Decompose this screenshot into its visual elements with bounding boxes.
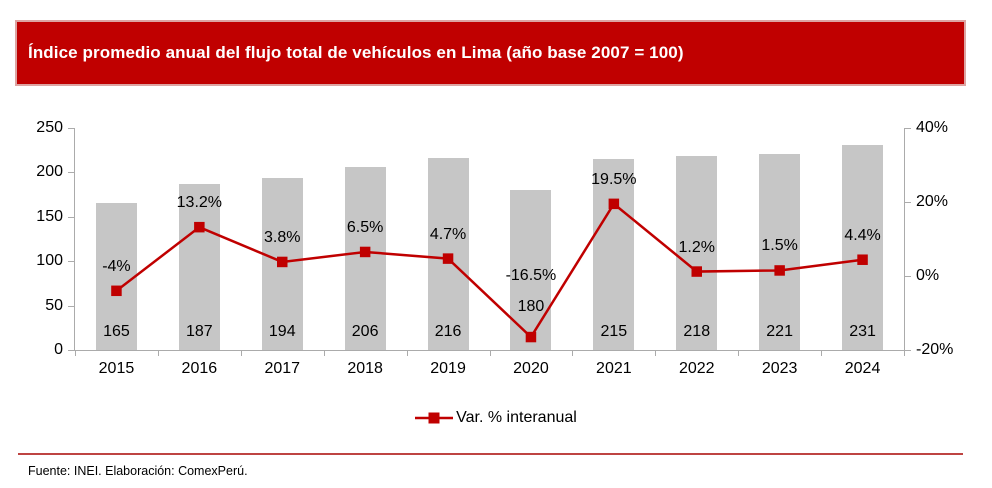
x-axis-label-2024: 2024: [844, 360, 881, 377]
left-axis-tick-label: 250: [36, 119, 63, 136]
bar-value-label-2022: 218: [683, 323, 711, 340]
x-axis-tick: [655, 351, 657, 356]
x-axis-label-2017: 2017: [264, 360, 301, 377]
right-axis-tick: [905, 350, 911, 351]
left-axis-tick-label: 50: [45, 296, 63, 314]
var-pct-label-2021: 19.5%: [591, 170, 637, 188]
x-axis-tick: [240, 351, 242, 356]
legend-label: Var. % interanual: [456, 409, 577, 426]
footer-separator-line: [18, 453, 963, 455]
var-pct-label-2018: 6.5%: [346, 218, 384, 236]
bar-2024: [842, 144, 884, 350]
left-axis-tick-label: 200: [36, 163, 63, 181]
var-pct-label-2016: 13.2%: [176, 194, 223, 212]
x-axis-tick: [489, 351, 491, 356]
x-axis-label-2015: 2015: [98, 360, 135, 377]
left-axis-tick-label: 0: [54, 341, 63, 358]
left-axis-tick: [68, 350, 74, 351]
x-axis-tick: [157, 351, 159, 356]
var-pct-label-2015: -4%: [102, 257, 131, 275]
x-axis-label-2019: 2019: [430, 360, 466, 377]
bar-value-label-2023: 221: [766, 323, 793, 340]
x-axis-tick: [75, 351, 76, 356]
x-axis-tick: [821, 351, 823, 356]
bar-value-label-2016: 187: [185, 323, 213, 340]
x-axis: [74, 350, 905, 351]
left-axis-tick: [68, 261, 74, 263]
x-axis-tick: [738, 351, 740, 356]
x-axis-label-2016: 2016: [181, 360, 218, 377]
source-note: Fuente: INEI. Elaboración: ComexPerú.: [28, 464, 248, 478]
var-pct-label-2017: 3.8%: [264, 228, 301, 246]
x-axis-tick: [572, 351, 574, 356]
y-axis-left: [74, 128, 75, 351]
right-axis-tick: [905, 202, 911, 203]
bar-value-label-2018: 206: [351, 323, 379, 340]
right-axis-tick: [905, 128, 911, 129]
left-axis-tick-label: 150: [36, 207, 63, 225]
x-axis-tick: [323, 351, 325, 356]
x-axis-label-2023: 2023: [761, 360, 798, 377]
title-banner: Índice promedio anual del flujo total de…: [15, 20, 966, 86]
bar-value-label-2024: 231: [849, 323, 876, 340]
x-axis-tick: [904, 351, 905, 356]
x-axis-tick: [406, 351, 408, 356]
right-axis-tick-label: -20%: [916, 341, 954, 358]
right-axis-tick-label: 40%: [916, 119, 949, 136]
var-pct-label-2020: -16.5%: [505, 267, 557, 285]
var-pct-label-2022: 1.2%: [678, 238, 715, 256]
x-axis-label-2018: 2018: [347, 360, 383, 377]
bar-2019: [427, 158, 469, 350]
bar-value-label-2020: 180: [517, 298, 545, 316]
left-axis-tick: [68, 128, 74, 129]
right-axis-tick-label: 20%: [916, 193, 949, 210]
var-pct-label-2019: 4.7%: [429, 225, 467, 243]
bar-value-label-2017: 194: [268, 323, 296, 340]
chart-title: Índice promedio anual del flujo total de…: [28, 43, 684, 62]
x-axis-label-2022: 2022: [678, 360, 715, 377]
var-pct-label-2024: 4.4%: [844, 226, 881, 244]
left-axis-tick: [68, 216, 74, 218]
x-axis-label-2020: 2020: [513, 360, 549, 377]
left-axis-tick: [68, 172, 74, 174]
bar-value-label-2021: 215: [600, 323, 628, 340]
y-axis-right: [904, 128, 905, 353]
x-axis-label-2021: 2021: [596, 360, 632, 377]
right-axis-tick-label: 0%: [916, 267, 940, 284]
left-axis-tick-label: 100: [36, 252, 63, 270]
chart-legend: Var. % interanual: [0, 409, 992, 427]
var-pct-label-2023: 1.5%: [761, 237, 798, 255]
bar-value-label-2015: 165: [103, 323, 130, 340]
left-axis-tick: [68, 305, 74, 307]
legend-line-square-marker: [415, 412, 454, 424]
right-axis-tick: [905, 276, 911, 277]
bar-value-label-2019: 216: [434, 323, 462, 340]
